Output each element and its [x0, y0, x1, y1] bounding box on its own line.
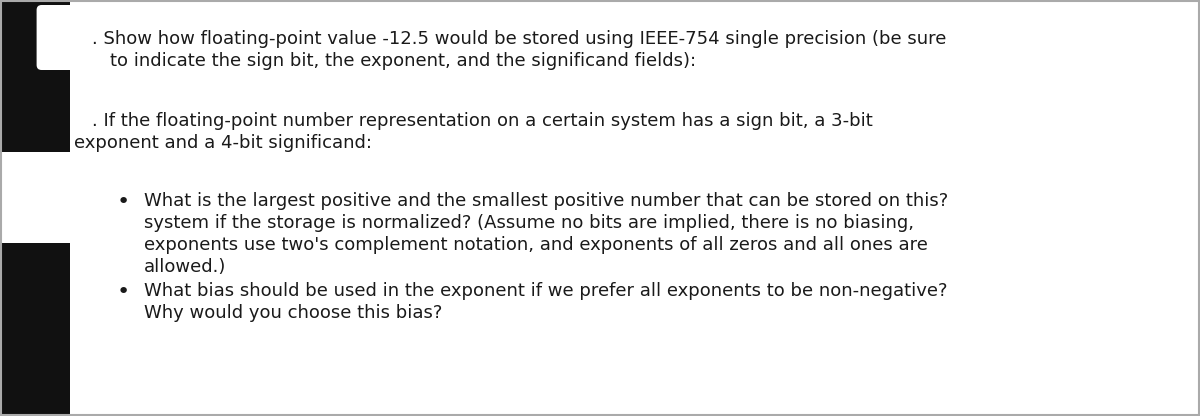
Text: •: • — [116, 192, 130, 212]
Text: to indicate the sign bit, the exponent, and the significand fields):: to indicate the sign bit, the exponent, … — [109, 52, 696, 70]
Text: •: • — [116, 282, 130, 302]
Text: . Show how floating-point value -12.5 would be stored using IEEE-754 single prec: . Show how floating-point value -12.5 wo… — [91, 30, 946, 48]
Text: Why would you choose this bias?: Why would you choose this bias? — [144, 304, 442, 322]
FancyBboxPatch shape — [0, 152, 78, 243]
Text: What is the largest positive and the smallest positive number that can be stored: What is the largest positive and the sma… — [144, 192, 948, 210]
FancyBboxPatch shape — [37, 5, 82, 70]
Text: exponents use two's complement notation, and exponents of all zeros and all ones: exponents use two's complement notation,… — [144, 236, 928, 254]
Text: What bias should be used in the exponent if we prefer all exponents to be non-ne: What bias should be used in the exponent… — [144, 282, 947, 300]
Text: allowed.): allowed.) — [144, 258, 226, 276]
Text: system if the storage is normalized? (Assume no bits are implied, there is no bi: system if the storage is normalized? (As… — [144, 214, 913, 232]
Text: exponent and a 4-bit significand:: exponent and a 4-bit significand: — [73, 134, 372, 152]
Bar — [0, 0, 70, 416]
Text: . If the floating-point number representation on a certain system has a sign bit: . If the floating-point number represent… — [91, 112, 872, 130]
